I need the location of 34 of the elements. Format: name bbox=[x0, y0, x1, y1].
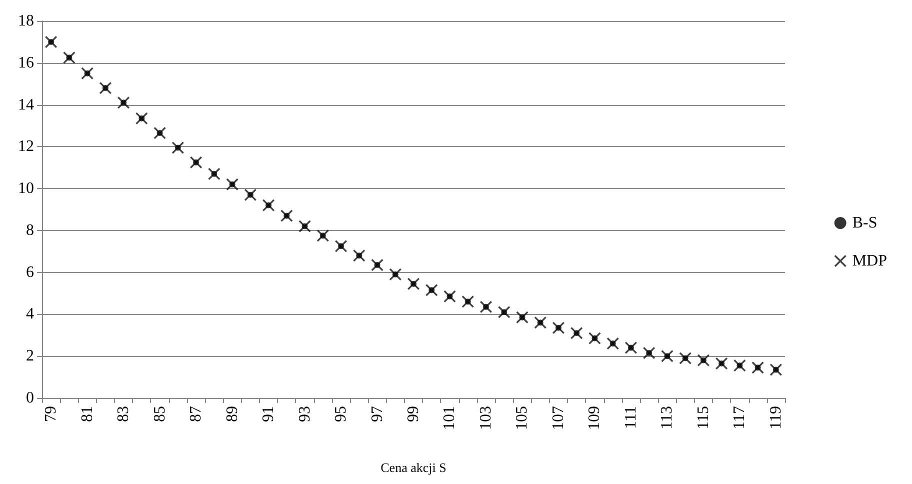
x-tick-label: 109 bbox=[586, 406, 604, 430]
x-tick-label: 115 bbox=[694, 406, 712, 430]
x-tick-label: 105 bbox=[514, 406, 531, 430]
y-tick-label: 4 bbox=[26, 306, 34, 323]
x-tick-label: 91 bbox=[260, 406, 278, 422]
y-tick-label: 8 bbox=[26, 222, 34, 239]
y-tick-label: 0 bbox=[26, 390, 34, 406]
x-tick-label: 119 bbox=[767, 406, 784, 430]
x-tick-label: 97 bbox=[368, 406, 386, 422]
x-tick-label: 99 bbox=[405, 406, 422, 422]
x-tick-label: 85 bbox=[151, 406, 168, 422]
legend-label: MDP bbox=[852, 252, 888, 270]
y-tick-label: 18 bbox=[18, 12, 34, 30]
x-tick-label: 113 bbox=[658, 406, 676, 430]
y-tick-label: 2 bbox=[26, 348, 34, 365]
x-tick-label: 111 bbox=[622, 406, 640, 429]
x-tick-label: 95 bbox=[332, 406, 350, 422]
x-tick-label: 83 bbox=[115, 406, 132, 422]
y-tick-label: 10 bbox=[18, 180, 34, 198]
x-tick-label: 89 bbox=[224, 406, 241, 422]
x-tick-label: 79 bbox=[42, 406, 60, 422]
x-tick-label: 107 bbox=[550, 406, 567, 430]
y-tick-label: 6 bbox=[26, 264, 34, 281]
x-tick-label: 117 bbox=[731, 406, 748, 430]
x-tick-label: 81 bbox=[78, 406, 96, 422]
x-tick-label: 103 bbox=[477, 406, 494, 430]
x-tick-label: 87 bbox=[188, 406, 205, 422]
x-tick-label: 101 bbox=[441, 406, 458, 430]
x-tick-label: 93 bbox=[296, 406, 314, 422]
legend-label: B-S bbox=[852, 214, 878, 232]
y-tick-label: 16 bbox=[18, 54, 34, 72]
x-axis-title: Cena akcji S bbox=[380, 460, 446, 475]
y-tick-label: 12 bbox=[18, 138, 34, 156]
y-tick-label: 14 bbox=[18, 96, 34, 114]
